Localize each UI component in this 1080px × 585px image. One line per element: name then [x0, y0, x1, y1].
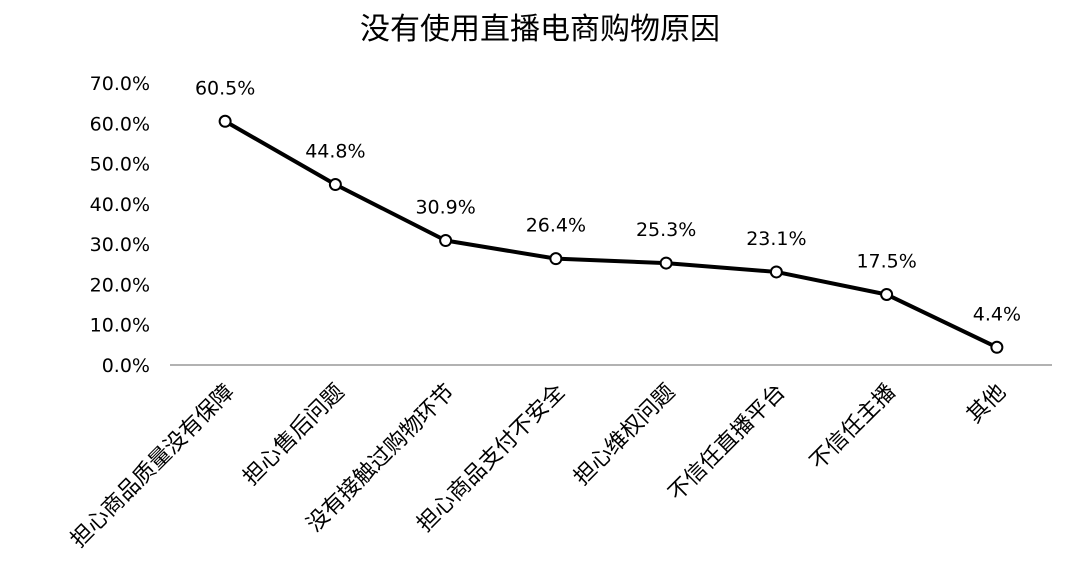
data-label: 4.4%	[973, 303, 1021, 325]
y-tick-label: 70.0%	[90, 73, 150, 95]
data-label: 17.5%	[856, 251, 916, 273]
x-tick-label: 不信任主播	[805, 380, 900, 475]
series-line	[224, 119, 998, 350]
data-label: 26.4%	[526, 215, 586, 237]
data-point	[439, 234, 453, 248]
y-tick-label: 40.0%	[90, 194, 150, 216]
x-tick-label: 其他	[962, 380, 1011, 429]
x-tick-label: 担心商品质量没有保障	[66, 380, 239, 553]
y-tick-label: 50.0%	[90, 154, 150, 176]
y-tick-label: 10.0%	[90, 315, 150, 337]
data-label: 25.3%	[636, 219, 696, 241]
data-point	[990, 340, 1004, 354]
y-tick-label: 60.0%	[90, 113, 150, 135]
y-tick-label: 30.0%	[90, 234, 150, 256]
data-point	[880, 288, 894, 301]
y-tick-label: 20.0%	[90, 274, 150, 296]
data-label: 60.5%	[195, 77, 255, 99]
data-label: 44.8%	[305, 141, 365, 163]
data-point	[328, 178, 342, 192]
x-tick-label: 担心售后问题	[239, 380, 350, 491]
data-point	[218, 114, 232, 128]
y-tick-label: 0.0%	[102, 355, 150, 377]
data-point	[769, 265, 783, 279]
data-label: 23.1%	[746, 228, 806, 250]
data-point	[549, 252, 563, 266]
data-label: 30.9%	[415, 197, 475, 219]
x-tick-label: 担心维权问题	[569, 380, 680, 491]
x-tick-label: 不信任直播平台	[664, 380, 791, 507]
chart-title: 没有使用直播电商购物原因	[360, 12, 720, 47]
data-point	[659, 256, 673, 270]
